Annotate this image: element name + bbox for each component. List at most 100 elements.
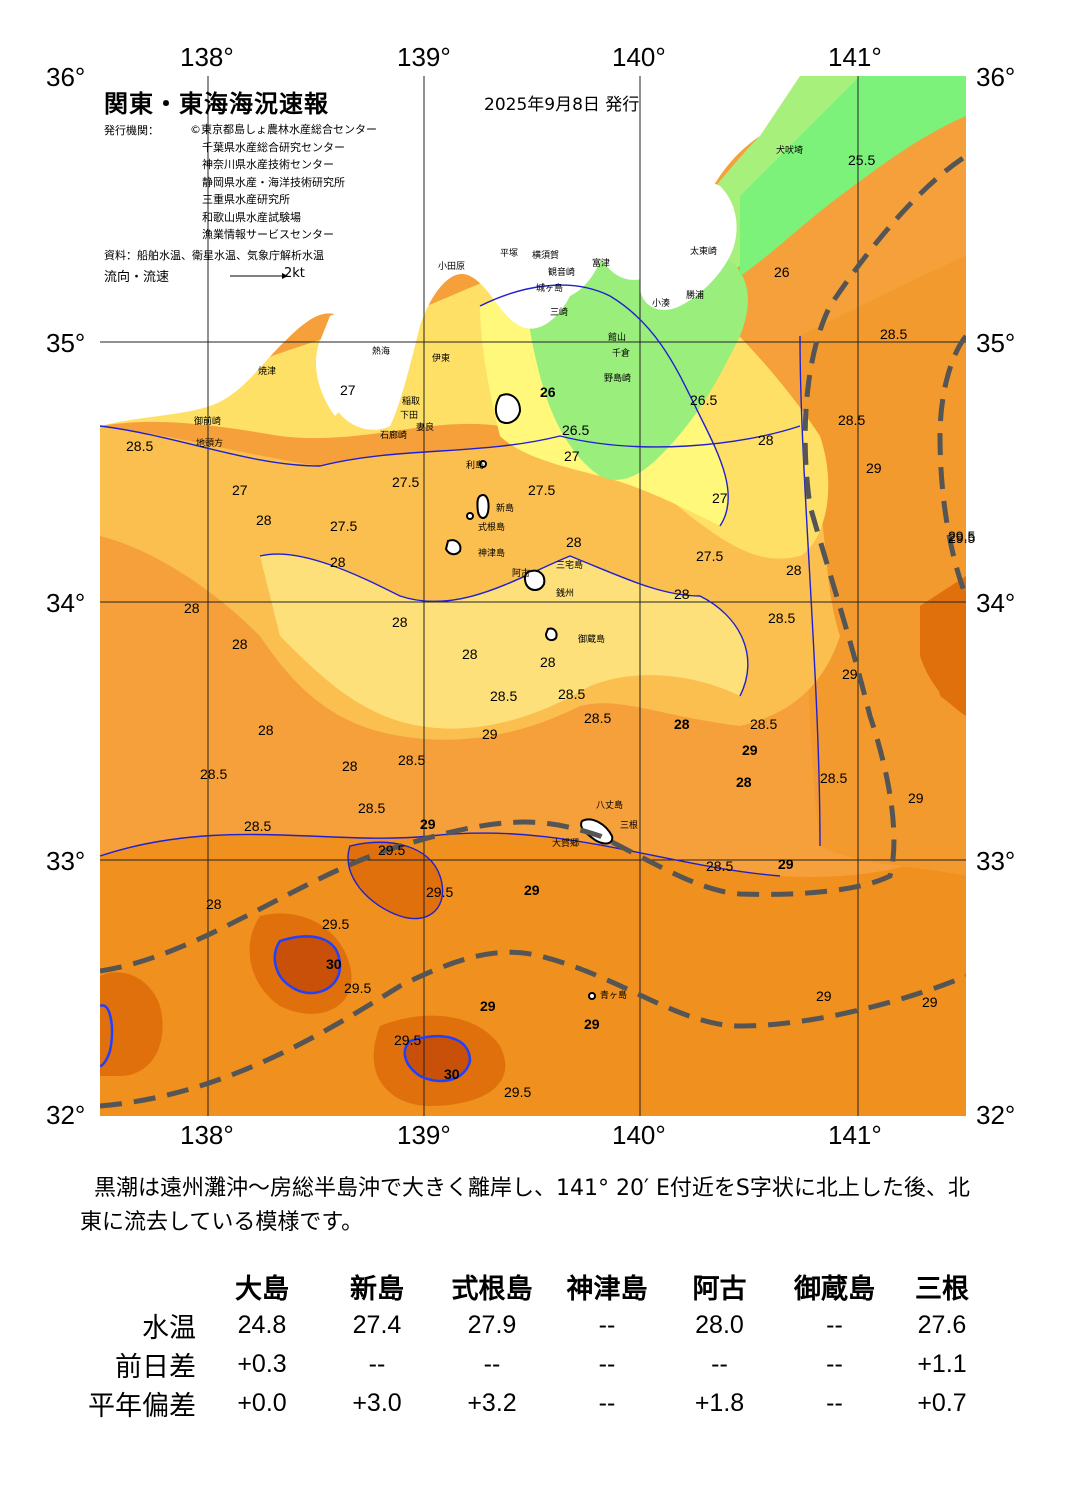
sst-zone-27-5-mid (260, 554, 748, 729)
station-header: 大島 (235, 1273, 289, 1305)
lon-label-top-141: 141° (828, 42, 882, 72)
sst-zone-29-5-a (348, 842, 443, 919)
isotherm-label: 26 (540, 384, 556, 400)
lon-label-bottom-139: 139° (397, 1120, 451, 1150)
place-futtsu: 富津 (592, 259, 611, 269)
place-misaki: 三崎 (550, 308, 569, 318)
isotherm-label: 28.5 (768, 610, 796, 626)
station-header: 新島 (350, 1273, 404, 1305)
organization-item: 静岡県水産・海洋技術研究所 (202, 175, 345, 189)
isotherm-label: 29.5 (948, 528, 976, 544)
place-kannonzaki: 観音崎 (548, 268, 576, 278)
isotherm-label: 29 (480, 998, 496, 1014)
organization-item: 三重県水産研究所 (202, 193, 290, 206)
kuroshio-axis (100, 153, 966, 1109)
island-shikinejima (466, 512, 474, 520)
island-aogashima (588, 992, 596, 1000)
lat-label-left-33: 33° (46, 846, 86, 876)
lon-label-bottom-140: 140° (612, 1120, 666, 1150)
table-cell: 24.8 (237, 1311, 287, 1339)
island-niijima (476, 494, 490, 519)
place-aogashima: 青ヶ島 (600, 991, 628, 1001)
place-miyakejima: 三宅島 (556, 561, 584, 571)
isotherm-label: 28 (566, 534, 582, 550)
place-kotsu: 小湊 (652, 299, 671, 309)
isotherm-label: 28 (392, 614, 408, 630)
isotherm-label: 28.5 (820, 770, 848, 786)
table-cell: +3.0 (352, 1389, 402, 1417)
isotherm-label: 28.5 (126, 438, 154, 454)
table-cell: +3.2 (467, 1389, 517, 1417)
isotherm-label: 29.5 (378, 842, 406, 858)
isotherm-label: 27 (232, 482, 248, 498)
sst-map: 関東・東海海況速報 2025年9月8日 発行 発行機関： ©東京都島しょ農林水産… (100, 76, 975, 1116)
table-cell: -- (598, 1389, 616, 1417)
lat-label-left-35: 35° (46, 328, 86, 358)
isotherm-label: 28 (330, 554, 346, 570)
kuroshio-inner (100, 153, 966, 974)
lat-label-right-34: 34° (976, 588, 1016, 618)
organization-item: 神奈川県水産技術センター (202, 158, 334, 171)
table-corner (72, 1266, 202, 1306)
isotherm-label: 28 (758, 432, 774, 448)
place-okago: 大賀郷 (552, 839, 580, 849)
sst-zone-28-5-east (800, 256, 966, 876)
place-zenisu: 銭州 (556, 589, 575, 599)
sst-zone-29-5-e (920, 576, 966, 716)
table-row: 前日差 +0.3 -- -- -- -- -- +1.1 (72, 1345, 992, 1384)
place-katsuura: 勝浦 (686, 291, 705, 301)
summary-text: 黒潮は遠州灘沖～房総半島沖で大きく離岸し、141° 20′ E付近をS字状に北上… (80, 1176, 970, 1235)
data-source: 資料：船舶水温、衛星水温、気象庁解析水温 (104, 249, 324, 262)
isotherm-label: 28 (736, 774, 752, 790)
isotherm-label: 29 (778, 856, 794, 872)
isotherm-label: 28.5 (244, 818, 272, 834)
place-hachijojima: 八丈島 (596, 801, 624, 811)
place-hiratsuka: 平塚 (500, 249, 519, 259)
isotherm-label: 29 (842, 666, 858, 682)
kuroshio-east (937, 334, 966, 597)
isotherm-label: 26.5 (562, 422, 590, 438)
place-tateyama: 館山 (608, 333, 627, 343)
isotherm-label: 28.5 (398, 752, 426, 768)
table-row: 水温 24.8 27.4 27.9 -- 28.0 -- 27.6 (72, 1306, 992, 1345)
place-ito: 伊東 (432, 354, 451, 364)
sst-zone-30-a (274, 936, 340, 994)
table-cell: +1.1 (917, 1350, 967, 1378)
place-chikyu: 地頭方 (196, 439, 224, 449)
place-mitsune: 三根 (620, 821, 639, 831)
place-mikurajima: 御蔵島 (578, 635, 606, 645)
place-odawara: 小田原 (438, 262, 466, 272)
isotherm-label: 28.5 (584, 710, 612, 726)
table-cell: -- (368, 1350, 386, 1378)
isotherm-label: 28.5 (750, 716, 778, 732)
isotherm-label: 28 (206, 896, 222, 912)
table-cell: +0.0 (237, 1389, 287, 1417)
islands (444, 393, 614, 1000)
organization-item: ©東京都島しょ農林水産総合センター (190, 123, 377, 136)
isotherm-label: 27.5 (330, 518, 358, 534)
sst-zone-30-b (404, 1036, 470, 1081)
isotherm-label: 28 (256, 512, 272, 528)
organizations-label: 発行機関： (104, 124, 159, 137)
isotherm-label: 29.5 (394, 1032, 422, 1048)
isotherm-30-lines (100, 935, 472, 1083)
table-cell: 28.0 (695, 1311, 744, 1339)
lat-label-right-33: 33° (976, 846, 1016, 876)
organization-item: 漁業情報サービスセンター (202, 228, 334, 241)
place-mera2: 妻良 (416, 423, 435, 433)
station-sst-table: 大島 新島 式根島 神津島 阿古 御蔵島 三根 水温 24.8 27.4 27.… (72, 1266, 992, 1423)
table-cell: -- (826, 1389, 843, 1417)
isotherm-label: 27 (712, 490, 728, 506)
issue-date: 2025年9月8日 発行 (484, 95, 640, 115)
isotherm-label: 28.5 (838, 412, 866, 428)
table-cell: 27.9 (467, 1311, 517, 1339)
isotherm-label: 28.5 (490, 688, 518, 704)
table-cell: +1.8 (694, 1389, 745, 1417)
island-mikurajima (544, 627, 558, 642)
isotherm-label: 28.5 (558, 686, 586, 702)
row-label: 水温 (142, 1313, 196, 1344)
lon-label-top-140: 140° (612, 42, 666, 72)
place-nojimazaki: 野島崎 (604, 374, 632, 384)
station-header: 三根 (915, 1273, 969, 1305)
isotherm-label: 28 (232, 636, 248, 652)
